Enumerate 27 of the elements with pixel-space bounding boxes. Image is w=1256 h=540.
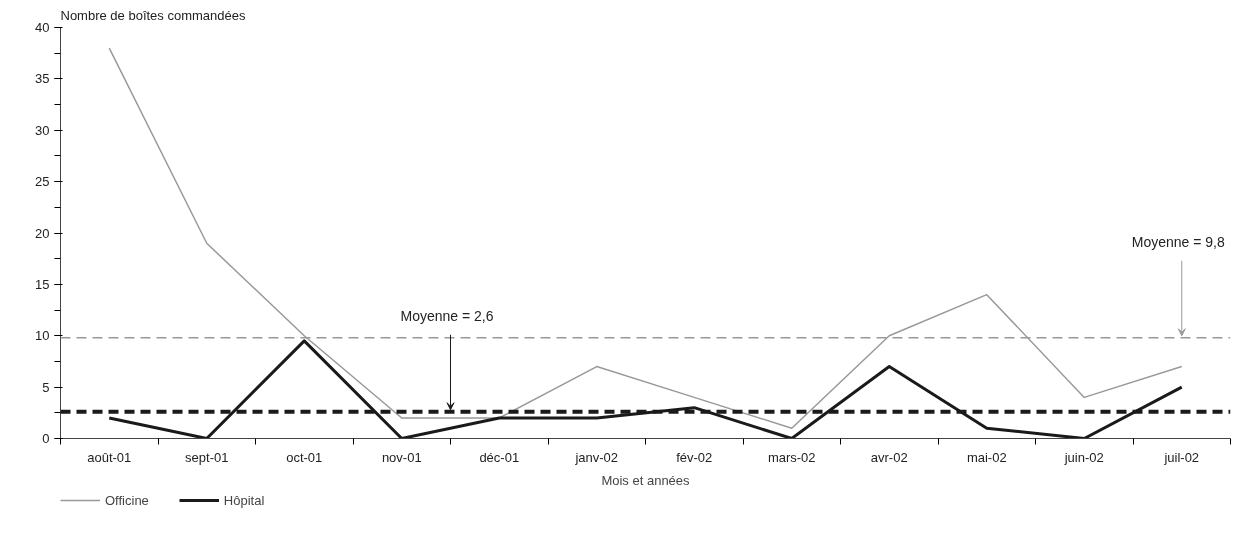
y-tick-label: 40 xyxy=(35,20,50,35)
y-tick-label: 5 xyxy=(42,379,50,395)
ref-line-label: Moyenne = 9,8 xyxy=(1131,234,1225,251)
x-tick-label: juil-02 xyxy=(1163,449,1200,465)
x-tick-label: sept-01 xyxy=(185,449,229,465)
x-tick-label: avr-02 xyxy=(870,449,908,465)
legend-label: Hôpital xyxy=(223,492,265,508)
x-tick-label: juin-02 xyxy=(1063,449,1104,465)
x-axis-title: Mois et années xyxy=(601,472,691,488)
x-tick-label: août-01 xyxy=(87,449,132,465)
x-tick-label: fév-02 xyxy=(676,449,713,465)
y-axis-title: Nombre de boîtes commandées xyxy=(60,7,246,23)
legend-label: Officine xyxy=(105,492,149,508)
y-tick-label: 25 xyxy=(35,174,50,190)
ref-line-label: Moyenne = 2,6 xyxy=(400,308,494,325)
y-tick-label: 10 xyxy=(35,328,50,344)
x-tick-label: déc-01 xyxy=(479,449,520,465)
y-tick-label: 30 xyxy=(35,122,50,138)
y-tick-label: 20 xyxy=(35,225,50,241)
x-tick-label: mars-02 xyxy=(767,449,816,465)
y-tick-label: 0 xyxy=(42,431,50,446)
x-tick-label: mai-02 xyxy=(966,449,1007,465)
x-tick-label: nov-01 xyxy=(381,449,422,465)
x-tick-label: janv-02 xyxy=(574,449,619,465)
x-tick-label: oct-01 xyxy=(286,449,323,465)
y-tick-label: 35 xyxy=(35,71,50,87)
y-tick-label: 15 xyxy=(35,276,50,292)
